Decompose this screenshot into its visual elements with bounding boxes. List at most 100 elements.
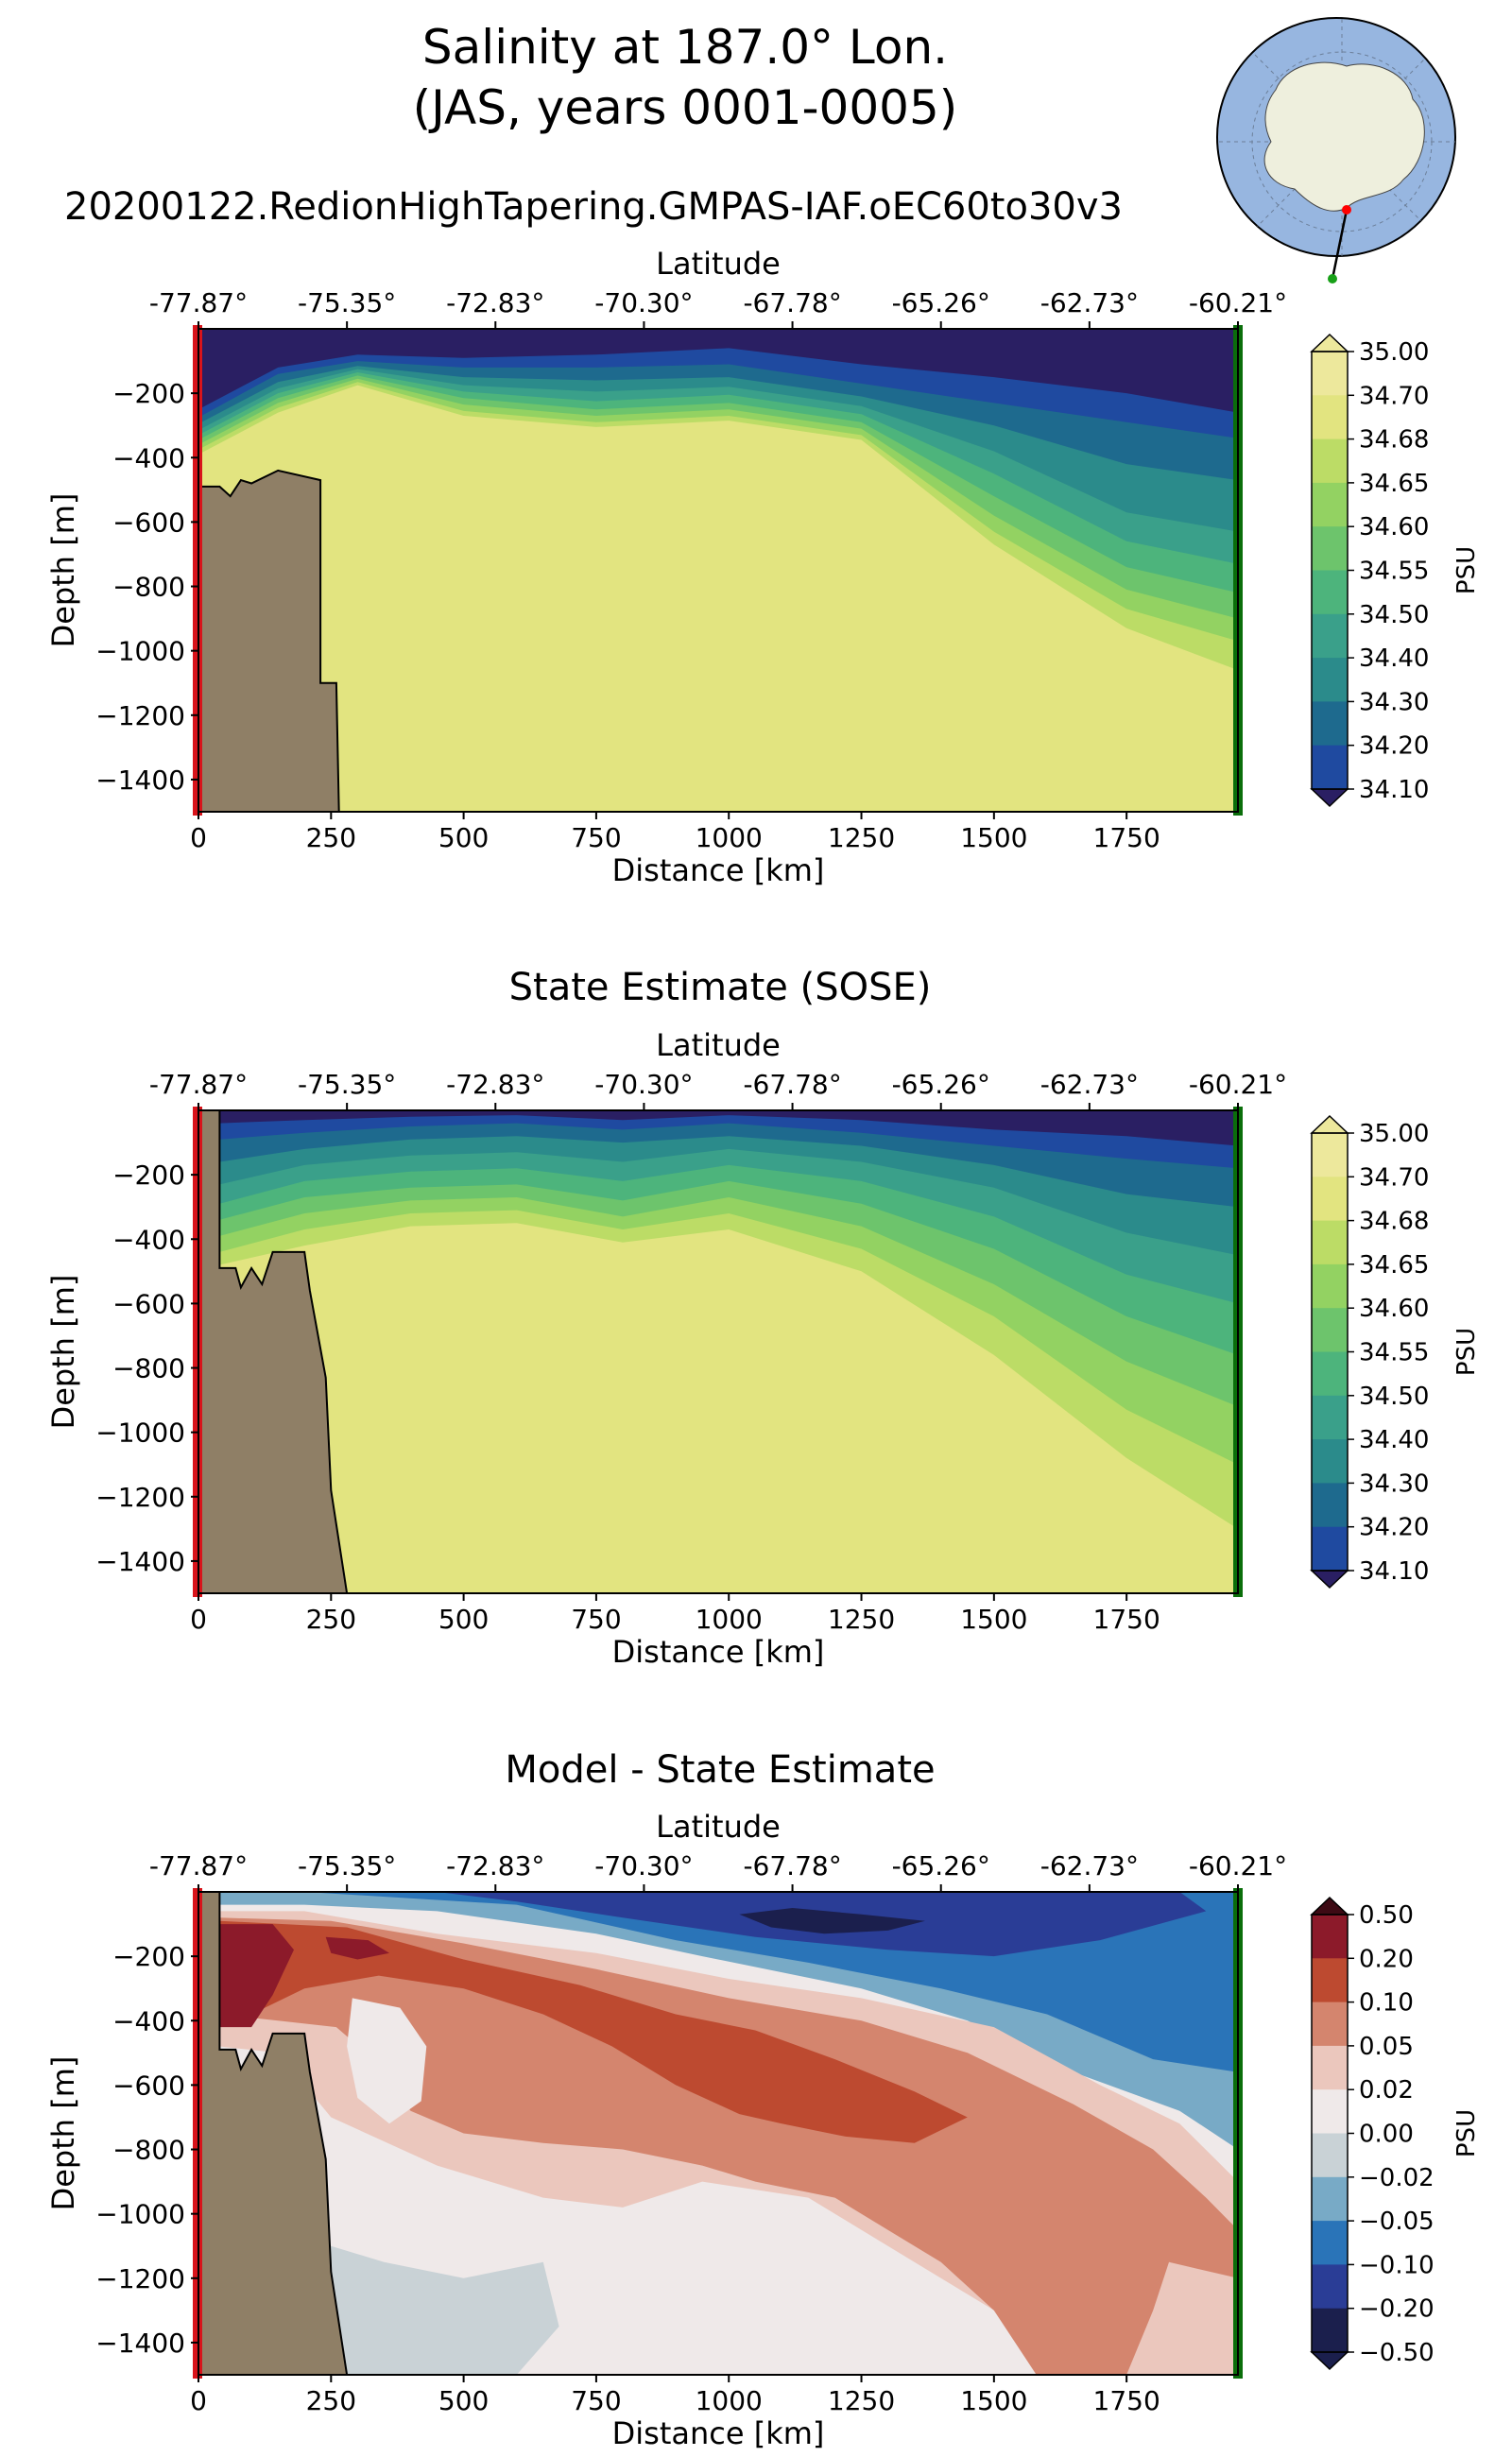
colorbar-label: PSU: [1452, 546, 1481, 594]
x-tick-label: 500: [438, 1604, 489, 1635]
colorbar-tick-label: 0.00: [1359, 2121, 1414, 2149]
colorbar-tick-label: 34.65: [1359, 1251, 1429, 1280]
y-tick-label: −400: [112, 442, 185, 473]
x-tick-label: 1000: [696, 1604, 763, 1635]
colorbar-tick-label: 34.50: [1359, 1383, 1429, 1411]
colorbar-segment: [1312, 2221, 1348, 2265]
colorbar-segment: [1312, 1439, 1348, 1484]
y-tick-label: −600: [112, 2070, 185, 2101]
latitude-tick-label: -72.83°: [446, 1069, 544, 1100]
colorbar-segment: [1312, 1958, 1348, 2003]
x-tick-label: 1000: [696, 822, 763, 853]
y-tick-label: −400: [112, 2005, 185, 2036]
colorbar-segment: [1312, 2045, 1348, 2090]
salinity-model-plot: 0 250 500 750 1000 1250 1500 1750 Distance [km] -…: [45, 246, 1481, 888]
colorbar-segment: [1312, 613, 1348, 659]
y-tick-label: −1400: [95, 1546, 185, 1577]
latitude-tick-label: -70.30°: [594, 1069, 693, 1100]
colorbar: 35.00 34.70 34.68 34.65 34.60 34.55 34.50 34.40…: [1310, 333, 1481, 808]
colorbar-tick-label: 34.55: [1359, 558, 1429, 586]
y-tick-label: −1000: [95, 2199, 185, 2230]
figure-title-line1: Salinity at 187.0° Lon.: [422, 20, 948, 75]
latitude-tick-label: -75.35°: [298, 1069, 396, 1100]
colorbar-segment: [1312, 395, 1348, 440]
colorbar-segment: [1312, 526, 1348, 571]
x-tick-label: 250: [306, 822, 356, 853]
x-axis-label: Distance [km]: [612, 2415, 825, 2451]
y-tick-label: −200: [112, 1160, 185, 1191]
x-tick-label: 750: [571, 1604, 621, 1635]
x-tick-label: 500: [438, 822, 489, 853]
salinity-difference-plot: 0 250 500 750 1000 1250 1500 1750 Distance [km] -…: [45, 1809, 1481, 2451]
colorbar-segment: [1312, 570, 1348, 615]
colorbar-extend-min: [1310, 788, 1349, 808]
colorbar-segment: [1312, 352, 1348, 396]
latitude-tick-label: -67.78°: [743, 1850, 841, 1881]
x-tick-label: 1500: [960, 1604, 1027, 1635]
latitude-tick-label: -62.73°: [1040, 1069, 1139, 1100]
colorbar-segment: [1312, 2176, 1348, 2222]
colorbar-tick-label: 0.05: [1359, 2033, 1414, 2061]
colorbar-segment: [1312, 1915, 1348, 1959]
colorbar-segment: [1312, 438, 1348, 484]
x-tick-label: 250: [306, 1604, 356, 1635]
colorbar-segment: [1312, 2089, 1348, 2134]
y-tick-label: −200: [112, 1941, 185, 1972]
latitude-tick-label: -77.87°: [149, 1069, 248, 1100]
y-tick-label: −400: [112, 1224, 185, 1255]
y-axis-label: Depth [m]: [45, 2056, 81, 2211]
colorbar-segment: [1312, 1133, 1348, 1177]
diff-pos-extreme-small: [325, 1936, 389, 1960]
x-tick-label: 1750: [1093, 1604, 1160, 1635]
panel-2-title: State Estimate (SOSE): [509, 966, 932, 1009]
x-tick-label: 500: [438, 2385, 489, 2416]
bathymetry-land: [198, 1892, 349, 2375]
inset-end-marker: [1328, 274, 1337, 284]
salinity-sose-plot: 0 250 500 750 1000 1250 1500 1750 Distance [km] -…: [45, 1027, 1481, 1670]
colorbar-segment: [1312, 2264, 1348, 2310]
colorbar-segment: [1312, 1263, 1348, 1309]
latitude-tick-label: -67.78°: [743, 287, 841, 318]
diff-neg-deep-patch: [304, 2245, 559, 2375]
x-axis-label: Distance [km]: [612, 1634, 825, 1670]
latitude-tick-label: -77.87°: [149, 1850, 248, 1881]
colorbar-tick-label: −0.10: [1359, 2251, 1435, 2279]
latitude-tick-label: -60.21°: [1189, 1069, 1287, 1100]
colorbar: 35.00 34.70 34.68 34.65 34.60 34.55 34.50 34.40…: [1310, 1114, 1481, 1589]
diff-pos-strong-band: [219, 1920, 968, 2143]
plot-frame: [198, 1109, 1239, 1594]
diff-neutral-patch: [347, 1998, 427, 2124]
plot-frame: [198, 328, 1239, 813]
panel-2-field: [198, 1110, 1238, 1593]
colorbar-segment: [1312, 2308, 1348, 2353]
latitude-tick-label: -60.21°: [1189, 1850, 1287, 1881]
colorbar-tick-label: 34.68: [1359, 426, 1429, 455]
colorbar-tick-label: 34.30: [1359, 688, 1429, 716]
colorbar-tick-label: −0.05: [1359, 2208, 1435, 2236]
colorbar: 0.50 0.20 0.10 0.05 0.02 0.00 −0.02 −0.05 −0.10 −…: [1310, 1896, 1481, 2371]
y-axis-label: Depth [m]: [45, 493, 81, 648]
diff-pos-extreme: [219, 1924, 294, 2028]
colorbar-tick-label: 0.20: [1359, 1945, 1414, 1973]
colorbar-tick-label: 34.55: [1359, 1339, 1429, 1367]
x-tick-label: 1500: [960, 822, 1027, 853]
inset-section-line: [1331, 209, 1349, 280]
x-tick-label: 750: [571, 2385, 621, 2416]
colorbar-segment: [1312, 1220, 1348, 1265]
y-tick-label: −800: [112, 1353, 185, 1384]
x-axis-label: Distance [km]: [612, 852, 825, 888]
y-tick-label: −1400: [95, 2328, 185, 2359]
colorbar-tick-label: 34.30: [1359, 1469, 1429, 1498]
colorbar-extend-max: [1310, 1896, 1349, 1916]
colorbar-extend-min: [1310, 1570, 1349, 1589]
latitude-tick-label: -65.26°: [892, 1850, 990, 1881]
colorbar-tick-label: 34.50: [1359, 601, 1429, 629]
latitude-tick-label: -65.26°: [892, 1069, 990, 1100]
latitude-tick-label: -75.35°: [298, 287, 396, 318]
y-tick-label: −1400: [95, 765, 185, 796]
contour-level-8: [198, 385, 1238, 812]
colorbar-tick-label: 34.70: [1359, 1163, 1429, 1192]
latitude-tick-label: -72.83°: [446, 1850, 544, 1881]
colorbar-segment: [1312, 1526, 1348, 1572]
panel-1-field: [198, 329, 1238, 812]
